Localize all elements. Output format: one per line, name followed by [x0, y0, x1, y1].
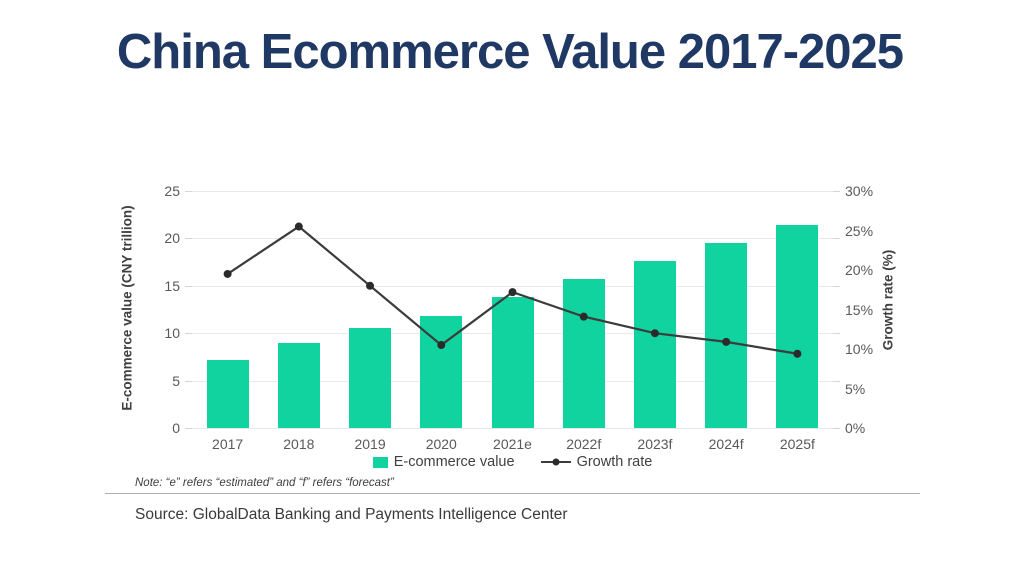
gridline	[192, 285, 833, 287]
bar-2023f	[633, 261, 676, 428]
bar-2018	[277, 342, 320, 428]
right-axis-tick-mark	[833, 191, 840, 192]
legend-item-growth-rate: Growth rate	[540, 454, 653, 470]
legend-item-ecommerce-value: E-commerce value	[372, 454, 515, 470]
growth-rate-point-2021e	[508, 288, 517, 297]
growth-rate-point-2020	[437, 341, 446, 350]
bar-2024f	[705, 243, 748, 428]
growth-rate-point-2022f	[579, 312, 588, 321]
bar-legend-swatch-icon	[372, 456, 388, 468]
source-attribution: Source: GlobalData Banking and Payments …	[135, 506, 568, 523]
chart-legend: E-commerce value Growth rate	[192, 454, 833, 470]
gridline	[192, 191, 833, 192]
left-axis-tick-label: 10	[164, 325, 180, 342]
left-axis-tick-mark	[185, 191, 192, 192]
growth-rate-point-2018	[294, 222, 303, 231]
gridline	[192, 238, 833, 240]
right-axis-tick-mark	[833, 238, 840, 240]
bar-2021e	[491, 297, 534, 428]
bar-2017	[206, 359, 249, 428]
right-axis-tick-mark	[833, 428, 840, 429]
left-axis-tick-mark	[185, 428, 192, 429]
right-axis-tick-mark	[833, 380, 840, 382]
left-axis-tick-label: 5	[172, 372, 180, 389]
page-title: China Ecommerce Value 2017-2025	[116, 25, 904, 79]
left-axis-tick-mark	[185, 333, 192, 335]
left-axis-tick-mark	[185, 285, 192, 287]
right-axis-tick-label: 0%	[845, 420, 866, 436]
left-axis-tick-mark	[185, 380, 192, 382]
x-axis-label-2025f: 2025f	[779, 436, 815, 452]
right-axis-tick-label: 30%	[845, 183, 874, 199]
legend-label-growth-rate: Growth rate	[576, 454, 653, 470]
right-axis-tick-label: 10%	[845, 341, 874, 357]
growth-rate-point-2023f	[650, 329, 659, 338]
bar-2019	[349, 327, 392, 428]
left-axis-tick-label: 0	[172, 420, 180, 436]
x-axis-label-2024f: 2024f	[708, 436, 744, 452]
right-axis-tick-mark	[833, 285, 840, 287]
x-axis-label-2022f: 2022f	[566, 436, 602, 452]
x-axis-label-2019: 2019	[354, 436, 386, 452]
growth-rate-line	[223, 222, 802, 358]
left-axis-tick-mark	[185, 238, 192, 240]
x-axis-label-2023f: 2023f	[637, 436, 673, 452]
x-axis-label-2020: 2020	[425, 436, 457, 452]
x-axis-label-2017: 2017	[212, 436, 244, 452]
right-axis-tick-label: 15%	[845, 301, 874, 318]
bar-2025f	[776, 225, 819, 428]
right-axis-tick-label: 20%	[845, 262, 874, 278]
left-axis-tick-label: 20	[164, 230, 180, 247]
x-axis-label-2018: 2018	[283, 436, 315, 452]
growth-rate-point-2017	[223, 269, 232, 278]
gridline	[192, 428, 833, 429]
growth-rate-point-2025f	[793, 349, 802, 358]
right-axis-tick-mark	[833, 333, 840, 335]
line-legend-marker-icon	[540, 458, 571, 466]
growth-rate-point-2024f	[722, 337, 731, 346]
separator-line	[105, 493, 920, 494]
growth-rate-point-2019	[366, 281, 375, 290]
x-axis-label-2021e: 2021e	[493, 436, 532, 452]
legend-label-ecommerce-value: E-commerce value	[393, 454, 515, 470]
chart-note: Note: “e” refers “estimated” and “f” ref…	[135, 477, 394, 489]
bar-2022f	[562, 279, 605, 428]
right-axis-tick-label: 25%	[845, 222, 874, 239]
left-axis-tick-label: 15	[164, 277, 180, 294]
right-axis-tick-label: 5%	[845, 380, 866, 397]
left-axis-tick-label: 25	[164, 183, 180, 199]
